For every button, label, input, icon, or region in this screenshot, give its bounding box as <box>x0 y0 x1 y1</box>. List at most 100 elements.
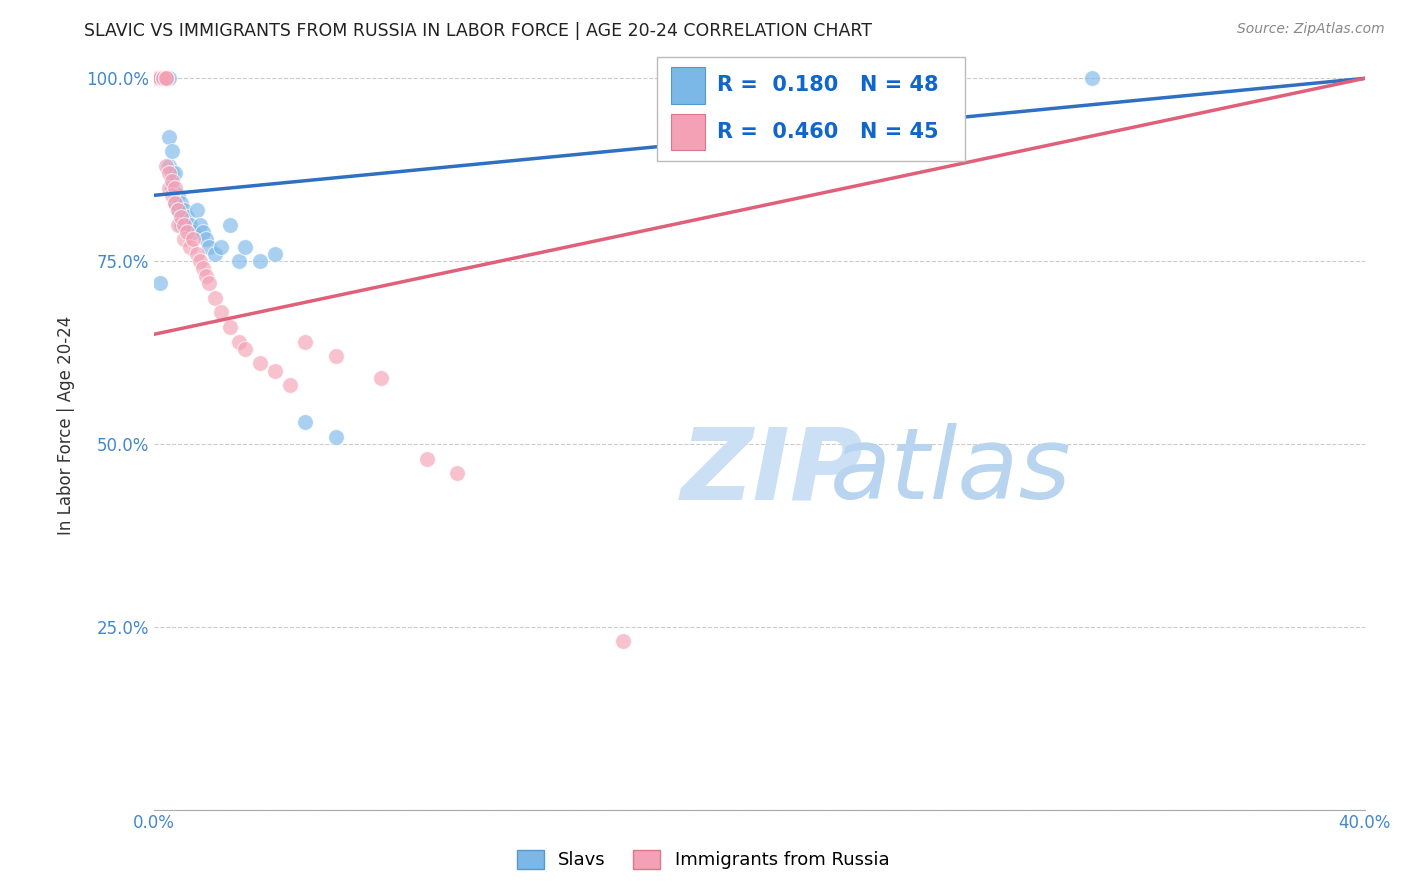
Point <box>179 218 201 232</box>
Point <box>157 129 180 144</box>
Point <box>209 239 232 253</box>
Point <box>176 225 198 239</box>
Point <box>146 71 169 86</box>
Point <box>146 71 169 86</box>
Point <box>204 247 226 261</box>
Point <box>152 71 174 86</box>
Point <box>149 71 172 86</box>
Point <box>149 71 172 86</box>
Legend: Slavs, Immigrants from Russia: Slavs, Immigrants from Russia <box>508 841 898 879</box>
Point <box>152 71 174 86</box>
Point <box>191 225 214 239</box>
Point <box>294 334 316 349</box>
Point <box>155 159 177 173</box>
Point <box>146 71 169 86</box>
Text: ZIP: ZIP <box>681 423 863 520</box>
Point <box>294 415 316 429</box>
Point <box>155 71 177 86</box>
Point <box>204 291 226 305</box>
Point <box>165 195 187 210</box>
Point <box>197 276 219 290</box>
Point <box>194 268 217 283</box>
Point <box>152 71 174 86</box>
Point <box>173 218 195 232</box>
Point <box>183 225 205 239</box>
Point <box>280 378 302 392</box>
Point <box>249 357 271 371</box>
Point <box>233 239 256 253</box>
Point <box>165 195 187 210</box>
Point <box>228 254 250 268</box>
Point <box>162 174 184 188</box>
Point <box>183 232 205 246</box>
Point <box>146 71 169 86</box>
Point <box>155 71 177 86</box>
Point <box>167 218 190 232</box>
Text: Source: ZipAtlas.com: Source: ZipAtlas.com <box>1237 22 1385 37</box>
Point <box>149 71 172 86</box>
Point <box>155 71 177 86</box>
Text: R =  0.460   N = 45: R = 0.460 N = 45 <box>717 122 939 142</box>
Point <box>167 202 190 217</box>
Point <box>152 71 174 86</box>
Point <box>167 202 190 217</box>
Point <box>186 202 208 217</box>
Text: SLAVIC VS IMMIGRANTS FROM RUSSIA IN LABOR FORCE | AGE 20-24 CORRELATION CHART: SLAVIC VS IMMIGRANTS FROM RUSSIA IN LABO… <box>84 22 872 40</box>
Point <box>162 188 184 202</box>
Point <box>249 254 271 268</box>
Point <box>173 232 195 246</box>
Point <box>149 71 172 86</box>
Point <box>162 166 184 180</box>
Point <box>370 371 392 385</box>
Point <box>149 71 172 86</box>
Point <box>325 429 347 443</box>
FancyBboxPatch shape <box>657 57 966 161</box>
Point <box>218 320 240 334</box>
Point <box>155 71 177 86</box>
Point <box>233 342 256 356</box>
Point <box>152 71 174 86</box>
Point <box>612 634 634 648</box>
Point <box>218 218 240 232</box>
Point <box>209 305 232 319</box>
Point <box>167 188 190 202</box>
Point <box>152 71 174 86</box>
FancyBboxPatch shape <box>671 67 704 103</box>
Point <box>179 239 201 253</box>
Point <box>1081 71 1104 86</box>
Point <box>149 71 172 86</box>
Point <box>188 254 211 268</box>
Point <box>188 218 211 232</box>
Point <box>165 166 187 180</box>
Point <box>162 181 184 195</box>
Point <box>162 145 184 159</box>
Point <box>325 349 347 363</box>
Point <box>149 71 172 86</box>
Point <box>170 211 193 225</box>
Point <box>146 71 169 86</box>
Point <box>191 261 214 276</box>
Point <box>157 166 180 180</box>
Point <box>155 71 177 86</box>
Point <box>170 218 193 232</box>
Text: atlas: atlas <box>830 423 1071 520</box>
Point <box>170 195 193 210</box>
Point <box>446 466 468 480</box>
Point <box>186 247 208 261</box>
Point <box>173 218 195 232</box>
Point <box>155 71 177 86</box>
Point <box>146 71 169 86</box>
Y-axis label: In Labor Force | Age 20-24: In Labor Force | Age 20-24 <box>58 316 75 535</box>
Point <box>157 181 180 195</box>
Point <box>176 211 198 225</box>
Point <box>264 364 287 378</box>
Point <box>157 159 180 173</box>
Point <box>173 202 195 217</box>
Point <box>197 239 219 253</box>
FancyBboxPatch shape <box>671 113 704 151</box>
Point <box>152 71 174 86</box>
Point <box>228 334 250 349</box>
Point <box>194 232 217 246</box>
Point <box>264 247 287 261</box>
Point <box>415 451 437 466</box>
